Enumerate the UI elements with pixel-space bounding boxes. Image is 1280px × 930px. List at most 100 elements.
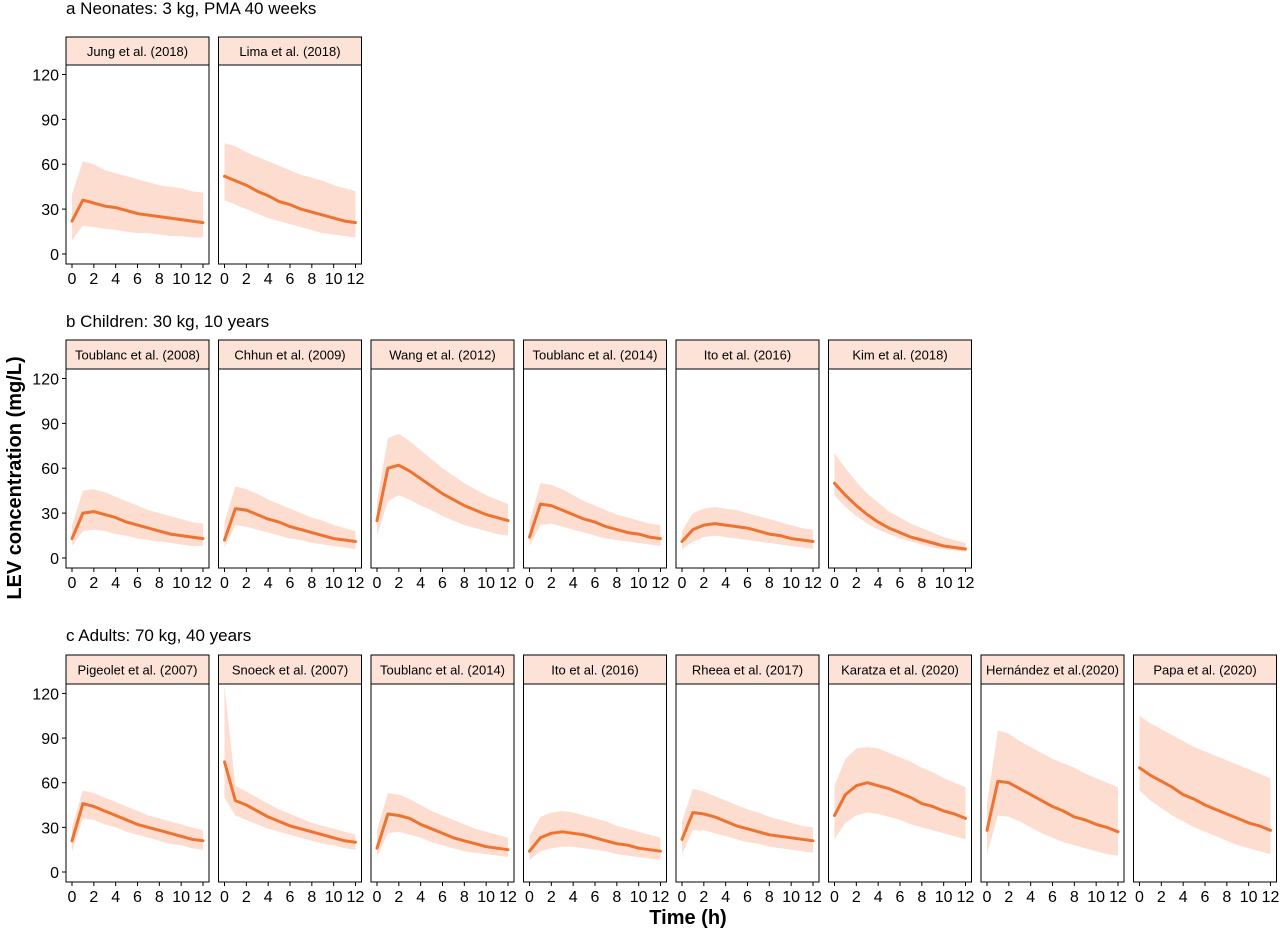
- x-tick-label: 2: [547, 889, 556, 906]
- x-tick-label: 12: [652, 889, 670, 906]
- x-tick-label: 10: [1087, 889, 1105, 906]
- median-line: [985, 779, 1120, 834]
- x-tick-label: 8: [460, 575, 469, 592]
- prediction-band: [72, 161, 203, 241]
- prediction-band: [72, 489, 203, 546]
- x-tick-label: 8: [155, 889, 164, 906]
- strip-label: Rheea et al. (2017): [692, 663, 803, 678]
- median-line: [223, 174, 357, 225]
- x-tick-label: 10: [477, 889, 495, 906]
- x-tick-label: 4: [1026, 889, 1035, 906]
- median-line: [680, 522, 815, 543]
- panel-plot-area: [528, 811, 662, 861]
- x-tick-label: 4: [264, 271, 273, 288]
- median-line: [223, 760, 357, 844]
- x-tick-label: 0: [220, 271, 229, 288]
- x-tick-label: 4: [264, 575, 273, 592]
- x-tick-label: 8: [460, 889, 469, 906]
- prediction-band: [377, 793, 508, 858]
- prediction-band: [529, 811, 661, 861]
- strip-header: [980, 654, 1125, 685]
- x-tick-label: 2: [394, 575, 403, 592]
- prediction-band: [682, 788, 813, 855]
- x-tick-label: 0: [525, 889, 534, 906]
- x-tick-label: 10: [477, 575, 495, 592]
- x-tick-label: 10: [935, 575, 953, 592]
- x-tick-label: 0: [220, 889, 229, 906]
- y-tick-label: 90: [41, 731, 59, 748]
- strip-label: Karatza et al. (2020): [841, 663, 959, 678]
- y-tick-label: 30: [41, 506, 59, 523]
- median-line: [70, 802, 205, 843]
- x-tick-label: 2: [1157, 889, 1166, 906]
- strip-header: [65, 654, 210, 685]
- x-tick-label: 6: [591, 889, 600, 906]
- x-tick-label: 4: [874, 575, 883, 592]
- strip-label: Pigeolet et al. (2007): [78, 663, 198, 678]
- x-tick-label: 4: [721, 575, 730, 592]
- y-tick-label: 60: [41, 776, 59, 793]
- x-tick-label: 2: [89, 889, 98, 906]
- y-tick-label: 30: [41, 202, 59, 219]
- facet-row: b Children: 30 kg, 10 years Toublanc et a…: [32, 312, 974, 592]
- row-title: c Adults: 70 kg, 40 years: [66, 626, 251, 645]
- facet-panel: Kim et al. (2018) 0 2 4 6 8 10 12: [828, 339, 975, 592]
- x-tick-label: 12: [499, 575, 517, 592]
- median-line: [833, 781, 967, 820]
- x-tick-label: 0: [830, 575, 839, 592]
- y-tick-label: 0: [50, 865, 59, 882]
- strip-label: Toublanc et al. (2008): [75, 348, 200, 363]
- facet-row: a Neonates: 3 kg, PMA 40 weeks Jung et al…: [32, 0, 364, 288]
- facet-panel: Ito et al. (2016) 0 2 4 6 8 10 12: [523, 654, 670, 906]
- x-tick-label: 12: [194, 575, 212, 592]
- facet-panel: Snoeck et al. (2007) 0 2 4 6 8 10 12: [218, 654, 365, 906]
- x-tick-label: 4: [569, 889, 578, 906]
- y-tick-label: 120: [32, 686, 59, 703]
- y-tick-label: 120: [32, 371, 59, 388]
- x-tick-label: 2: [852, 575, 861, 592]
- strip-label: Toublanc et al. (2014): [380, 663, 505, 678]
- x-tick-label: 2: [394, 889, 403, 906]
- x-tick-label: 2: [242, 575, 251, 592]
- x-tick-label: 6: [591, 575, 600, 592]
- x-tick-label: 0: [68, 575, 77, 592]
- y-tick-label: 30: [41, 820, 59, 837]
- x-tick-label: 8: [1070, 889, 1079, 906]
- facet-panel: Rheea et al. (2017) 0 2 4 6 8 10 12: [675, 654, 822, 906]
- x-tick-label: 2: [699, 575, 708, 592]
- strip-header: [370, 339, 515, 370]
- x-tick-label: 12: [347, 889, 365, 906]
- facet-panel: Papa et al. (2020) 0 2 4 6 8 10 12: [1133, 654, 1280, 906]
- panel-plot-area: [680, 507, 815, 549]
- panel-plot-area: [833, 453, 967, 552]
- y-tick-label: 60: [41, 461, 59, 478]
- x-tick-label: 4: [569, 575, 578, 592]
- x-tick-label: 10: [172, 271, 190, 288]
- x-tick-label: 2: [699, 889, 708, 906]
- x-tick-label: 4: [111, 271, 120, 288]
- x-tick-label: 6: [743, 889, 752, 906]
- median-line: [375, 463, 510, 523]
- x-tick-label: 8: [307, 271, 316, 288]
- x-tick-label: 4: [111, 889, 120, 906]
- x-tick-label: 6: [286, 271, 295, 288]
- strip-header: [370, 654, 515, 685]
- x-tick-label: 8: [155, 575, 164, 592]
- x-tick-label: 6: [438, 889, 447, 906]
- panel-plot-area: [70, 161, 205, 241]
- prediction-band: [377, 433, 508, 536]
- x-tick-label: 0: [1135, 889, 1144, 906]
- prediction-band: [224, 686, 356, 850]
- prediction-band: [1139, 715, 1271, 855]
- median-line: [1138, 766, 1272, 832]
- x-tick-label: 0: [678, 575, 687, 592]
- x-tick-label: 12: [347, 575, 365, 592]
- x-tick-label: 6: [1201, 889, 1210, 906]
- x-tick-label: 6: [286, 575, 295, 592]
- x-tick-label: 10: [630, 889, 648, 906]
- x-tick-label: 0: [525, 575, 534, 592]
- x-tick-label: 12: [1262, 889, 1280, 906]
- median-line: [70, 510, 205, 541]
- prediction-band: [224, 143, 356, 238]
- facet-panel: Karatza et al. (2020) 0 2 4 6 8 10 12: [828, 654, 975, 906]
